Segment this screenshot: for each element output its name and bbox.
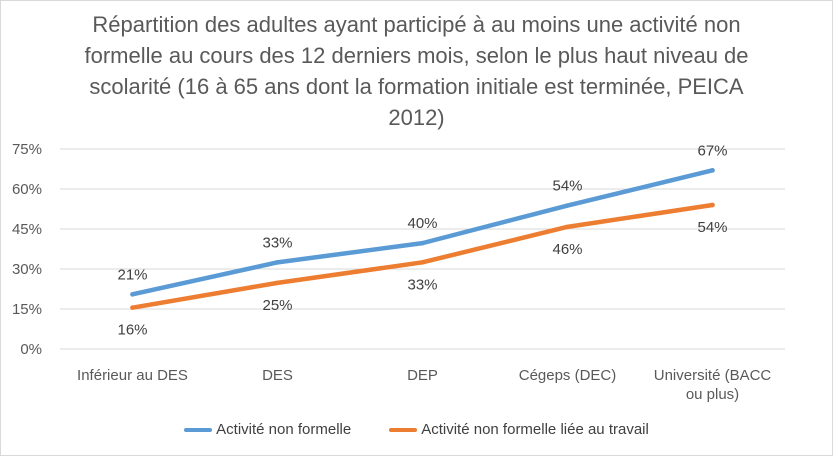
legend-item-activite-liee-au-travail: Activité non formelle liée au travail — [389, 421, 649, 438]
data-point — [420, 260, 425, 265]
data-label: 54% — [552, 178, 582, 195]
data-label: 21% — [117, 266, 147, 283]
legend-label-activite-non-formelle: Activité non formelle — [216, 421, 352, 438]
data-label: 33% — [262, 234, 292, 251]
data-point — [275, 260, 280, 265]
data-point — [130, 292, 135, 297]
data-label: 16% — [117, 322, 147, 339]
legend: Activité non formelle Activité non forme… — [1, 421, 832, 438]
data-label: 40% — [407, 215, 437, 232]
data-label: 33% — [407, 276, 437, 293]
data-point — [710, 202, 715, 208]
data-point — [275, 280, 280, 286]
x-tick-label: DEP — [407, 367, 438, 384]
data-point — [710, 168, 715, 173]
y-tick-label: 0% — [20, 341, 42, 358]
x-tick-label: Inférieur au DES — [77, 367, 188, 384]
chart-title: Répartition des adultes ayant participé … — [84, 12, 749, 130]
legend-swatch-activite-non-formelle — [184, 427, 213, 432]
data-point — [565, 224, 570, 230]
x-tick-label: Université (BACC ou plus) — [654, 367, 772, 403]
data-point — [130, 305, 135, 310]
x-tick-label: DES — [262, 367, 293, 384]
data-label: 46% — [552, 241, 582, 258]
x-tick-label: Cégeps (DEC) — [519, 367, 617, 384]
y-tick-label: 15% — [12, 301, 42, 318]
legend-item-activite-non-formelle: Activité non formelle — [184, 421, 351, 438]
data-label: 67% — [697, 142, 727, 159]
legend-label-activite-liee-au-travail: Activité non formelle liée au travail — [421, 421, 649, 438]
y-tick-label: 60% — [12, 181, 42, 198]
data-point — [565, 203, 570, 208]
y-tick-label: 75% — [12, 141, 42, 158]
y-tick-label: 45% — [12, 221, 42, 238]
y-tick-label: 30% — [12, 261, 42, 278]
data-label: 25% — [262, 297, 292, 314]
data-point — [420, 240, 425, 246]
legend-swatch-activite-liee-au-travail — [389, 427, 418, 432]
data-label: 54% — [697, 219, 727, 236]
